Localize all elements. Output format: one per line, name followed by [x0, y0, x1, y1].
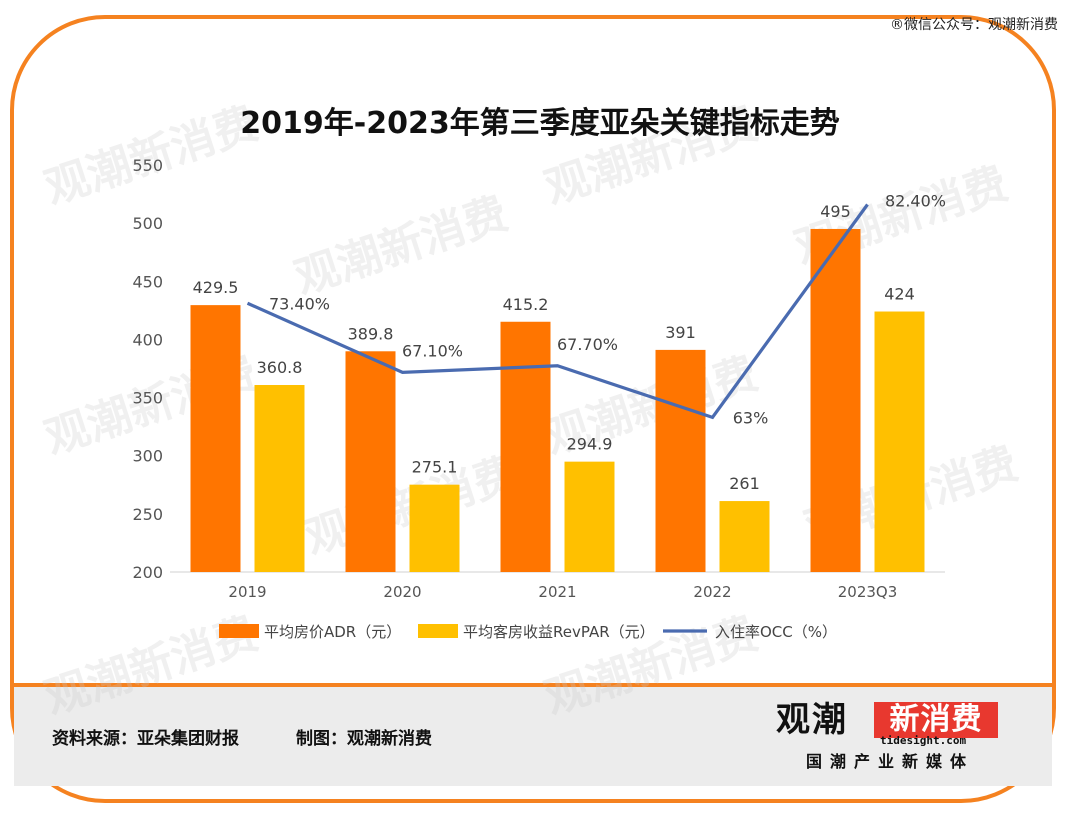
bar-data-label: 389.8 [348, 324, 394, 343]
occ-data-label: 67.70% [557, 335, 618, 354]
y-tick-label: 450 [132, 272, 163, 291]
bar-data-label: 275.1 [412, 458, 458, 477]
brand-site: tidesight.com [880, 734, 967, 747]
bar-data-label: 429.5 [193, 278, 239, 297]
y-tick-label: 250 [132, 505, 163, 524]
bar-adr [810, 228, 861, 572]
brand-logo: 观潮 新消费 tidesight.com 国潮产业新媒体 [776, 700, 1004, 776]
bar-data-label: 424 [884, 285, 915, 304]
data-source: 资料来源：亚朵集团财报 [52, 729, 239, 749]
bar-adr [500, 321, 551, 572]
x-tick-label: 2022 [693, 583, 731, 601]
bar-adr [190, 305, 241, 572]
x-tick-label: 2021 [538, 583, 576, 601]
bar-data-label: 261 [729, 474, 760, 493]
bar-revpar [254, 385, 305, 572]
chart-maker: 制图：观潮新消费 [296, 729, 432, 749]
x-tick-label: 2019 [228, 583, 266, 601]
y-tick-label: 400 [132, 330, 163, 349]
wechat-account: ®微信公众号：观潮新消费 [890, 17, 1058, 33]
occ-data-label: 67.10% [402, 341, 463, 360]
y-tick-label: 500 [132, 214, 163, 233]
bar-adr [655, 349, 706, 572]
legend-swatch [418, 624, 458, 638]
bar-data-label: 391 [665, 323, 696, 342]
legend-swatch [219, 624, 259, 638]
legend-label: 平均房价ADR（元） [264, 623, 401, 641]
bar-revpar [719, 501, 770, 572]
legend-label: 平均客房收益RevPAR（元） [463, 623, 655, 641]
bar-data-label: 415.2 [503, 295, 549, 314]
brand-main-text: 观潮 [776, 700, 848, 740]
bar-adr [345, 351, 396, 572]
chart-title: 2019年-2023年第三季度亚朵关键指标走势 [240, 106, 840, 141]
legend-label: 入住率OCC（%） [715, 623, 837, 641]
occ-line [246, 203, 869, 420]
bar-revpar [409, 484, 460, 572]
occ-data-label: 63% [733, 408, 769, 427]
occ-data-label: 73.40% [269, 294, 330, 313]
bar-data-label: 360.8 [257, 358, 303, 377]
y-tick-label: 200 [132, 563, 163, 582]
y-tick-label: 300 [132, 447, 163, 466]
y-tick-label: 550 [132, 156, 163, 175]
bar-revpar [874, 311, 925, 572]
y-tick-label: 350 [132, 389, 163, 408]
bar-revpar [564, 461, 615, 572]
bar-data-label: 495 [820, 202, 851, 221]
x-tick-label: 2020 [383, 583, 421, 601]
brand-red-block: 新消费 [874, 702, 998, 738]
occ-data-label: 82.40% [885, 192, 946, 211]
brand-subtitle: 国潮产业新媒体 [806, 752, 975, 771]
x-tick-label: 2023Q3 [838, 583, 898, 601]
bar-data-label: 294.9 [567, 435, 613, 454]
